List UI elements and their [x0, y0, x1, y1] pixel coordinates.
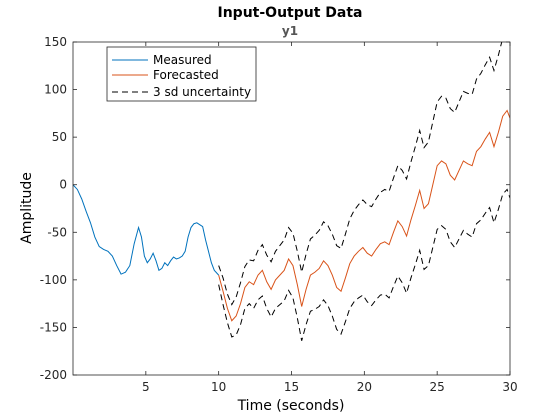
- series-uncertainty-lower: [218, 188, 510, 341]
- y-tick-label: -100: [40, 273, 67, 287]
- y-tick-label: 0: [59, 178, 67, 192]
- y-tick-label: 50: [52, 130, 67, 144]
- x-tick-label: 10: [211, 380, 226, 394]
- x-tick-label: 30: [502, 380, 517, 394]
- legend: Measured Forecasted 3 sd uncertainty: [106, 46, 257, 102]
- chart-title: Input-Output Data: [218, 5, 363, 21]
- x-axis: 5 10 15 20 25 30: [142, 42, 518, 394]
- x-tick-label: 20: [357, 380, 372, 394]
- x-tick-label: 15: [284, 380, 299, 394]
- legend-box: [106, 46, 257, 102]
- x-tick-label: 25: [430, 380, 445, 394]
- y-tick-label: 100: [44, 83, 67, 97]
- y-tick-label: -150: [40, 320, 67, 334]
- legend-label-measured: Measured: [153, 53, 212, 67]
- series-forecasted: [218, 109, 510, 322]
- x-axis-label: Time (seconds): [237, 398, 345, 414]
- x-tick-label: 5: [142, 380, 150, 394]
- chart-subtitle: y1: [282, 24, 298, 38]
- series-layer: [73, 42, 510, 341]
- legend-label-uncertainty: 3 sd uncertainty: [153, 85, 251, 99]
- y-axis-label: Amplitude: [19, 172, 35, 244]
- series-measured: [73, 184, 220, 276]
- y-tick-label: 150: [44, 35, 67, 49]
- legend-label-forecasted: Forecasted: [153, 68, 219, 82]
- y-tick-label: -50: [47, 225, 67, 239]
- y-tick-label: -200: [40, 368, 67, 382]
- series-uncertainty-upper: [218, 42, 503, 306]
- y-axis: -200 -150 -100 -50 0 50 100 150: [40, 35, 510, 382]
